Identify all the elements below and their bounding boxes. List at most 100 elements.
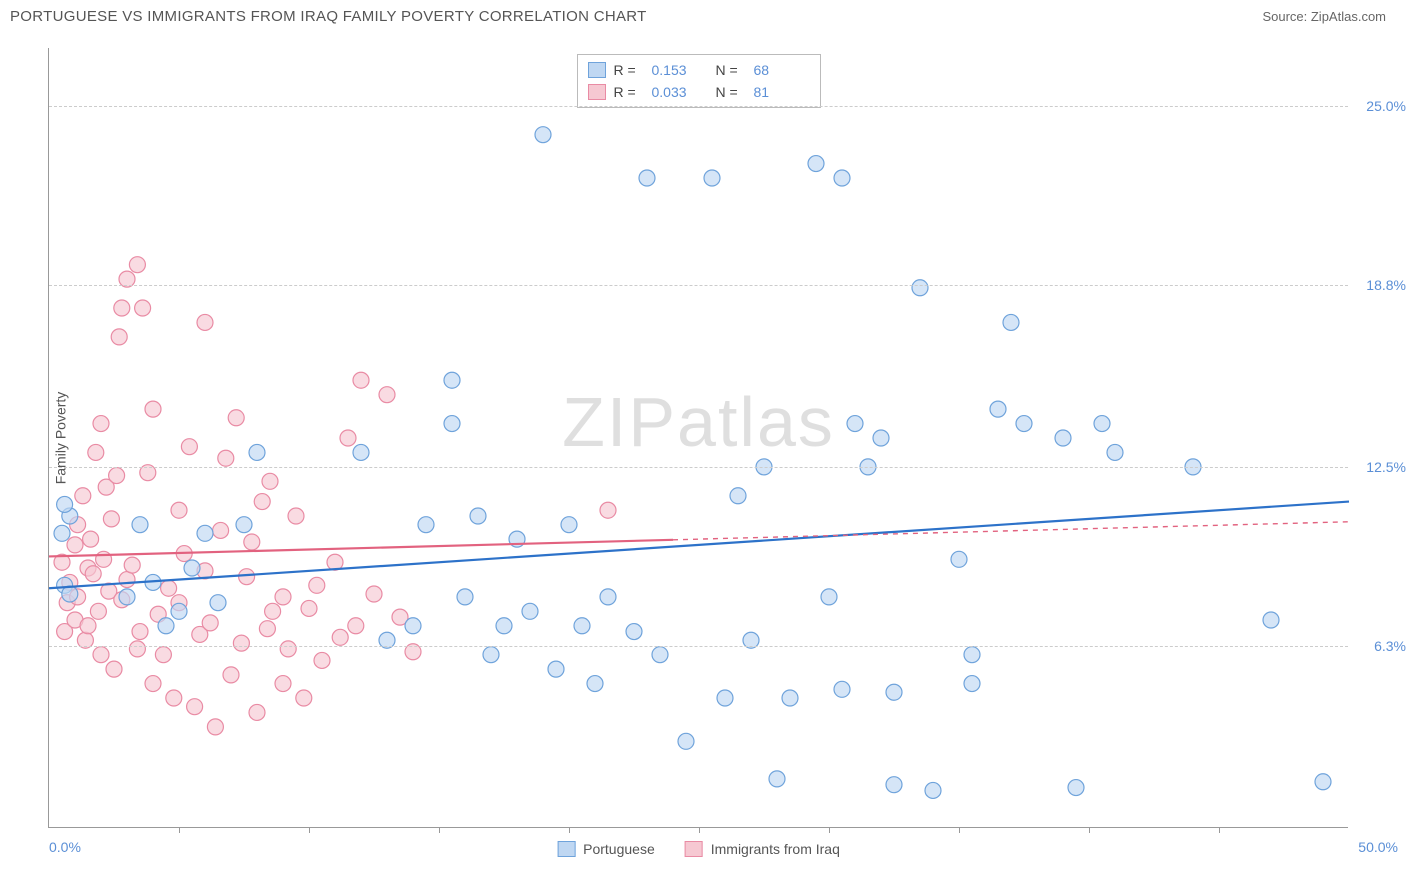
scatter-point — [1263, 612, 1279, 628]
scatter-point — [548, 661, 564, 677]
scatter-point — [197, 525, 213, 541]
scatter-point — [129, 257, 145, 273]
scatter-point — [1094, 416, 1110, 432]
scatter-point — [340, 430, 356, 446]
scatter-point — [67, 537, 83, 553]
scatter-point — [873, 430, 889, 446]
y-tick-label: 6.3% — [1374, 638, 1406, 654]
scatter-point — [366, 586, 382, 602]
scatter-point — [171, 502, 187, 518]
scatter-point — [129, 641, 145, 657]
scatter-point — [145, 401, 161, 417]
legend-series: PortugueseImmigrants from Iraq — [557, 841, 840, 857]
plot-area: ZIPatlas R =0.153N =68R =0.033N =81 0.0%… — [48, 48, 1348, 828]
x-tick — [1219, 827, 1220, 833]
y-tick-label: 25.0% — [1366, 98, 1406, 114]
scatter-point — [418, 517, 434, 533]
x-tick — [1089, 827, 1090, 833]
scatter-point — [626, 624, 642, 640]
scatter-point — [124, 557, 140, 573]
chart-container: Family Poverty ZIPatlas R =0.153N =68R =… — [48, 48, 1348, 828]
scatter-point — [132, 517, 148, 533]
y-tick-label: 12.5% — [1366, 459, 1406, 475]
legend-swatch — [557, 841, 575, 857]
scatter-point — [83, 531, 99, 547]
scatter-point — [600, 589, 616, 605]
scatter-point — [444, 372, 460, 388]
scatter-point — [75, 488, 91, 504]
x-tick — [699, 827, 700, 833]
scatter-point — [171, 603, 187, 619]
scatter-point — [85, 566, 101, 582]
scatter-point — [288, 508, 304, 524]
scatter-point — [233, 635, 249, 651]
scatter-point — [332, 629, 348, 645]
legend-item: Immigrants from Iraq — [685, 841, 840, 857]
scatter-point — [57, 496, 73, 512]
scatter-point — [161, 580, 177, 596]
scatter-point — [808, 156, 824, 172]
scatter-point — [496, 618, 512, 634]
scatter-point — [353, 372, 369, 388]
x-tick — [179, 827, 180, 833]
grid-line — [49, 285, 1348, 286]
x-tick — [439, 827, 440, 833]
scatter-point — [244, 534, 260, 550]
scatter-point — [236, 517, 252, 533]
scatter-point — [348, 618, 364, 634]
scatter-point — [834, 170, 850, 186]
scatter-point — [158, 618, 174, 634]
scatter-point — [80, 618, 96, 634]
scatter-point — [96, 551, 112, 567]
scatter-point — [155, 647, 171, 663]
scatter-point — [93, 416, 109, 432]
source-label: Source: ZipAtlas.com — [1262, 9, 1386, 24]
scatter-point — [218, 450, 234, 466]
scatter-point — [561, 517, 577, 533]
scatter-point — [1055, 430, 1071, 446]
grid-line — [49, 467, 1348, 468]
scatter-point — [184, 560, 200, 576]
scatter-point — [166, 690, 182, 706]
scatter-point — [103, 511, 119, 527]
grid-line — [49, 646, 1348, 647]
x-tick — [309, 827, 310, 833]
scatter-point — [704, 170, 720, 186]
scatter-point — [114, 300, 130, 316]
scatter-point — [912, 280, 928, 296]
scatter-point — [280, 641, 296, 657]
scatter-point — [483, 647, 499, 663]
scatter-point — [249, 444, 265, 460]
scatter-point — [405, 618, 421, 634]
scatter-point — [782, 690, 798, 706]
chart-title: PORTUGUESE VS IMMIGRANTS FROM IRAQ FAMIL… — [10, 8, 647, 25]
scatter-point — [88, 444, 104, 460]
scatter-point — [522, 603, 538, 619]
x-tick — [569, 827, 570, 833]
grid-line — [49, 106, 1348, 107]
scatter-point — [275, 589, 291, 605]
scatter-point — [444, 416, 460, 432]
scatter-point — [964, 647, 980, 663]
scatter-point — [181, 439, 197, 455]
scatter-point — [54, 525, 70, 541]
scatter-point — [275, 676, 291, 692]
scatter-point — [834, 681, 850, 697]
scatter-point — [249, 704, 265, 720]
legend-label: Immigrants from Iraq — [711, 841, 840, 857]
scatter-point — [132, 624, 148, 640]
legend-swatch — [685, 841, 703, 857]
x-max-label: 50.0% — [1358, 839, 1398, 855]
scatter-point — [106, 661, 122, 677]
scatter-point — [228, 410, 244, 426]
scatter-point — [353, 444, 369, 460]
scatter-point — [197, 314, 213, 330]
scatter-point — [111, 329, 127, 345]
scatter-point — [951, 551, 967, 567]
y-tick-label: 18.8% — [1366, 277, 1406, 293]
scatter-point — [1003, 314, 1019, 330]
scatter-point — [93, 647, 109, 663]
x-tick — [829, 827, 830, 833]
scatter-point — [652, 647, 668, 663]
scatter-point — [730, 488, 746, 504]
